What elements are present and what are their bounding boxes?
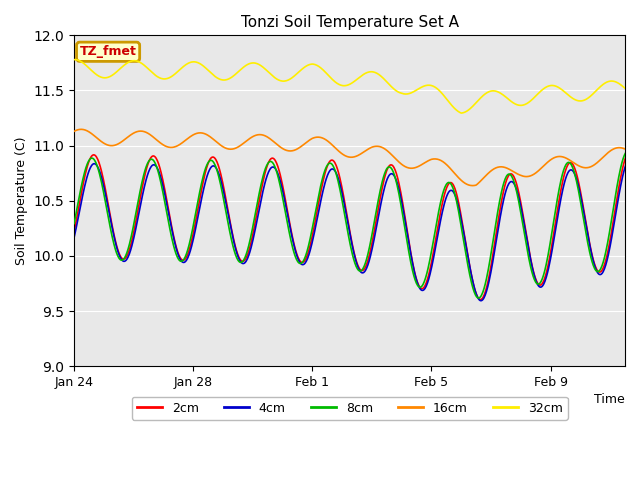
16cm bbox=[543, 159, 551, 165]
32cm bbox=[406, 91, 413, 96]
4cm bbox=[333, 173, 341, 179]
2cm bbox=[405, 239, 413, 244]
2cm bbox=[476, 297, 484, 302]
8cm bbox=[191, 216, 198, 221]
8cm bbox=[543, 259, 550, 265]
4cm bbox=[405, 240, 413, 246]
4cm bbox=[191, 230, 198, 236]
Line: 16cm: 16cm bbox=[74, 129, 640, 186]
8cm bbox=[405, 250, 413, 255]
Title: Tonzi Soil Temperature Set A: Tonzi Soil Temperature Set A bbox=[241, 15, 459, 30]
2cm bbox=[543, 268, 550, 274]
Line: 4cm: 4cm bbox=[74, 158, 640, 300]
16cm bbox=[428, 156, 435, 162]
8cm bbox=[475, 295, 483, 301]
16cm bbox=[77, 126, 85, 132]
16cm bbox=[70, 129, 78, 134]
Line: 32cm: 32cm bbox=[74, 60, 640, 113]
4cm bbox=[477, 298, 484, 303]
32cm bbox=[191, 59, 199, 65]
4cm bbox=[427, 269, 435, 275]
2cm bbox=[191, 224, 198, 229]
Text: TZ_fmet: TZ_fmet bbox=[79, 45, 136, 58]
16cm bbox=[334, 148, 342, 154]
32cm bbox=[269, 73, 276, 79]
8cm bbox=[333, 176, 341, 181]
2cm bbox=[70, 228, 78, 234]
32cm bbox=[71, 57, 79, 62]
Text: Time: Time bbox=[595, 393, 625, 406]
32cm bbox=[458, 110, 465, 116]
2cm bbox=[427, 264, 435, 269]
8cm bbox=[624, 148, 632, 154]
8cm bbox=[636, 186, 640, 192]
16cm bbox=[191, 131, 199, 137]
2cm bbox=[626, 148, 634, 154]
2cm bbox=[333, 166, 341, 172]
8cm bbox=[268, 159, 276, 165]
4cm bbox=[268, 164, 276, 170]
8cm bbox=[70, 221, 78, 227]
16cm bbox=[636, 155, 640, 161]
32cm bbox=[70, 57, 78, 62]
Line: 2cm: 2cm bbox=[74, 151, 640, 300]
16cm bbox=[406, 165, 413, 171]
32cm bbox=[636, 94, 640, 99]
2cm bbox=[636, 176, 640, 182]
16cm bbox=[469, 183, 477, 189]
Legend: 2cm, 4cm, 8cm, 16cm, 32cm: 2cm, 4cm, 8cm, 16cm, 32cm bbox=[132, 396, 568, 420]
32cm bbox=[428, 83, 435, 88]
2cm bbox=[268, 156, 276, 161]
32cm bbox=[334, 81, 342, 87]
8cm bbox=[427, 253, 435, 259]
Y-axis label: Soil Temperature (C): Soil Temperature (C) bbox=[15, 137, 28, 265]
4cm bbox=[627, 156, 634, 161]
Line: 8cm: 8cm bbox=[74, 151, 640, 298]
4cm bbox=[636, 180, 640, 185]
4cm bbox=[70, 234, 78, 240]
4cm bbox=[543, 273, 550, 278]
16cm bbox=[269, 138, 276, 144]
32cm bbox=[543, 84, 551, 89]
